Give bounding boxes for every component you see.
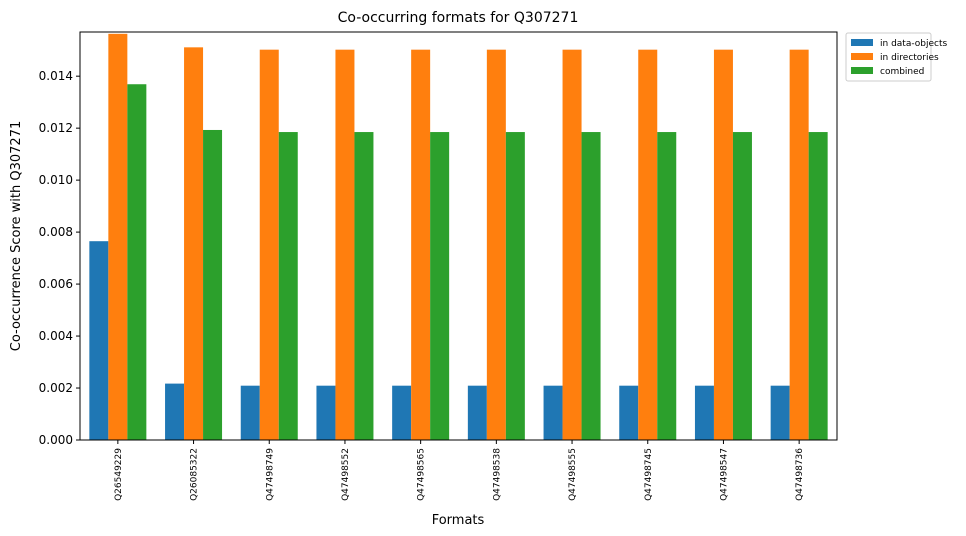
bar-combined-Q47498538 [505, 132, 525, 440]
y-axis-label: Co-occurrence Score with Q307271 [9, 121, 24, 352]
bar-in-data-objects-Q47498736 [770, 385, 790, 440]
legend: in data-objects in directories combined [845, 32, 947, 82]
bar-in-data-objects-Q47498749 [240, 385, 260, 440]
legend-label: in directories [880, 53, 939, 63]
y-tick-label: 0.004 [39, 329, 73, 343]
y-ticks-group: 0.000 0.002 0.004 0.006 0.008 0.010 0.012 0.014 [39, 69, 80, 447]
legend-label: combined [880, 67, 924, 77]
bar-in-data-objects-Q47498547 [694, 385, 714, 440]
legend-items: in data-objects in directories combined [851, 39, 947, 77]
legend-label: in data-objects [880, 39, 947, 49]
bar-in-directories-Q47498555 [562, 49, 582, 441]
x-ticks-group: Q26549229 Q26085322 Q47498749 Q47498552 Q474… [114, 440, 805, 501]
x-tick-label: Q47498565 [417, 448, 427, 501]
chart-title: Co-occurring formats for Q307271 [338, 10, 579, 26]
bar-combined-Q47498749 [278, 132, 298, 440]
bar-in-directories-Q47498552 [335, 49, 355, 441]
x-tick-label: Q47498745 [644, 448, 654, 501]
bar-combined-Q47498555 [581, 132, 601, 440]
x-tick-label: Q47498736 [795, 448, 805, 501]
x-tick-label: Q47498552 [341, 448, 351, 501]
y-tick-label: 0.002 [39, 381, 73, 395]
x-tick-label: Q26085322 [190, 448, 200, 501]
bars-group [89, 33, 828, 441]
y-tick-label: 0.000 [39, 433, 73, 447]
bar-in-directories-Q47498538 [486, 49, 506, 441]
x-axis-label: Formats [432, 513, 485, 528]
bar-combined-Q26085322 [203, 129, 223, 440]
legend-swatch [851, 53, 873, 60]
bar-combined-Q47498547 [732, 132, 752, 440]
bar-in-data-objects-Q47498538 [467, 385, 487, 440]
bar-in-directories-Q26549229 [108, 33, 128, 441]
bar-combined-Q47498736 [808, 132, 828, 440]
bar-in-directories-Q47498749 [259, 49, 279, 441]
x-tick-label: Q47498538 [492, 448, 502, 501]
plot-frame [79, 31, 838, 441]
x-tick-label: Q47498749 [265, 448, 275, 501]
bar-combined-Q26549229 [127, 84, 147, 440]
y-tick-label: 0.008 [39, 225, 73, 239]
bar-in-directories-Q47498565 [411, 49, 431, 441]
bar-in-directories-Q47498745 [638, 49, 658, 441]
bar-in-data-objects-Q47498745 [619, 385, 639, 440]
legend-swatch [851, 39, 873, 46]
bar-in-directories-Q26085322 [184, 47, 204, 440]
bar-in-data-objects-Q26549229 [89, 241, 109, 440]
bar-in-data-objects-Q26085322 [165, 383, 185, 440]
bar-combined-Q47498745 [657, 132, 677, 440]
bar-in-data-objects-Q47498555 [543, 385, 563, 440]
bar-in-data-objects-Q47498552 [316, 385, 336, 440]
bar-in-directories-Q47498736 [789, 49, 809, 441]
x-tick-label: Q47498547 [719, 448, 729, 501]
x-tick-label: Q47498555 [568, 448, 578, 501]
bar-combined-Q47498565 [430, 132, 450, 440]
x-tick-label: Q26549229 [114, 448, 124, 501]
y-tick-label: 0.012 [39, 121, 73, 135]
bar-combined-Q47498552 [354, 132, 374, 440]
y-tick-label: 0.010 [39, 173, 73, 187]
y-tick-label: 0.006 [39, 277, 73, 291]
bar-in-directories-Q47498547 [713, 49, 733, 441]
bar-in-data-objects-Q47498565 [392, 385, 412, 440]
y-tick-label: 0.014 [39, 69, 73, 83]
legend-swatch [851, 67, 873, 74]
